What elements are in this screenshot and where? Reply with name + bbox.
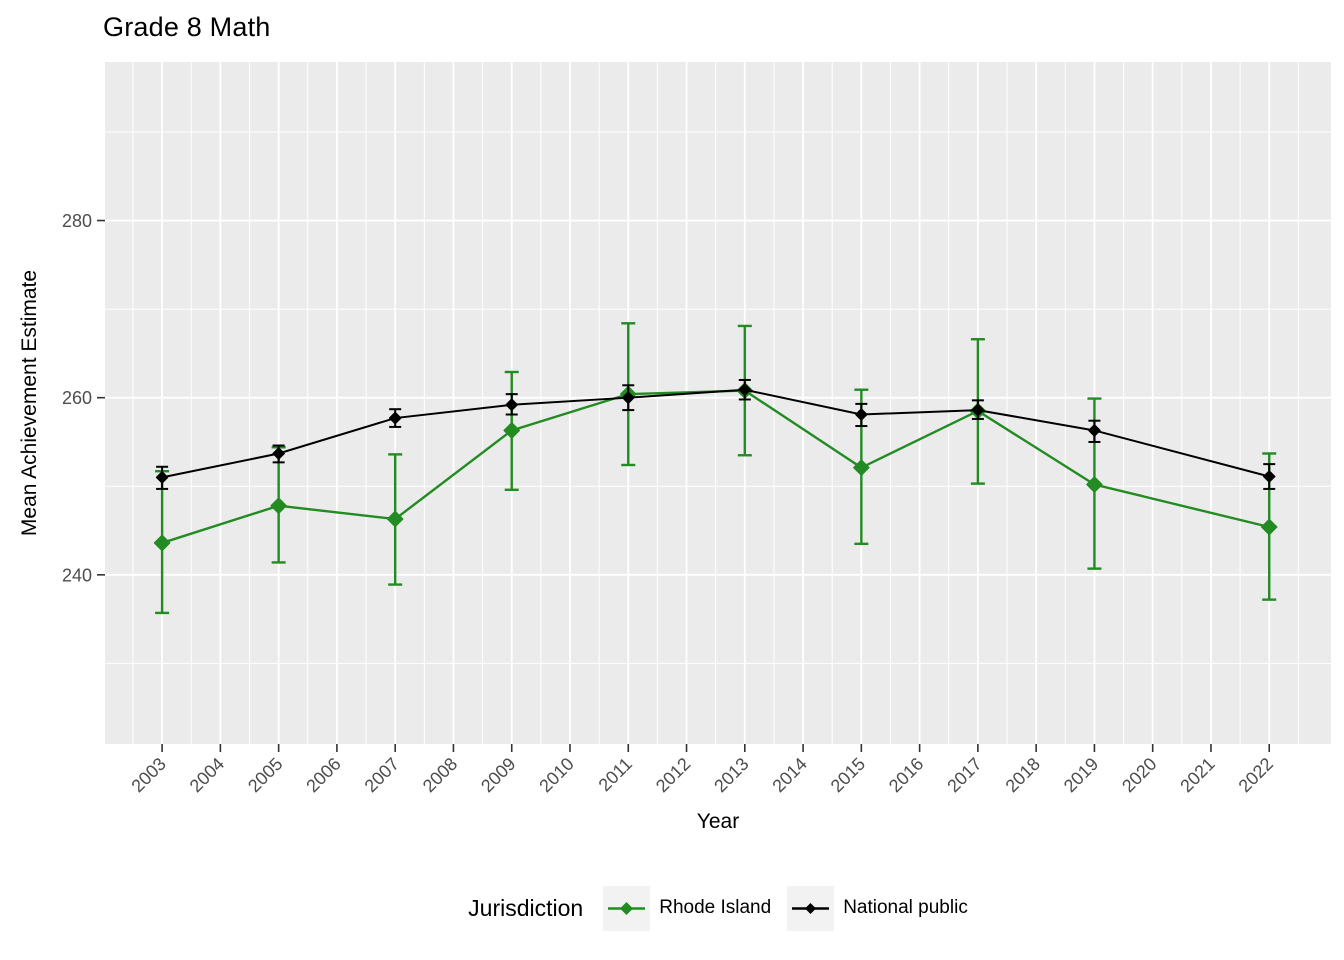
data-point-rhode-island-2015 xyxy=(853,459,870,476)
x-tick-label: 2007 xyxy=(361,754,403,796)
x-tick-label: 2011 xyxy=(595,754,637,796)
data-point-rhode-island-2009 xyxy=(503,422,520,439)
data-point-rhode-island-2005 xyxy=(270,497,287,514)
legend-item-national-public: National public xyxy=(787,885,968,931)
data-point-national-public-2013 xyxy=(738,383,752,396)
x-tick-label: 2018 xyxy=(1002,754,1044,796)
series-line-national-public xyxy=(161,388,1270,479)
legend-key-national-public-icon xyxy=(787,885,835,931)
x-axis-title: Year xyxy=(696,810,740,833)
legend: Jurisdiction Rhode Island National publi… xyxy=(105,882,1331,934)
y-axis-title: Mean Achievement Estimate xyxy=(18,269,41,537)
x-tick-label: 2003 xyxy=(127,754,169,796)
legend-title: Jurisdiction xyxy=(468,894,584,921)
x-tick-label: 2008 xyxy=(419,754,461,796)
x-tick-label: 2013 xyxy=(710,754,752,796)
x-tick-label: 2022 xyxy=(1235,754,1277,796)
data-point-national-public-2017 xyxy=(971,403,985,417)
x-tick-label: 2021 xyxy=(1176,754,1218,796)
data-point-rhode-island-2019 xyxy=(1086,476,1103,493)
y-tick-label: 240 xyxy=(62,565,92,585)
x-tick-label: 2010 xyxy=(535,754,577,796)
legend-key-rhode-island-icon xyxy=(603,885,651,931)
legend-key-marker xyxy=(620,901,634,915)
data-point-rhode-island-2003 xyxy=(153,534,171,552)
data-point-rhode-island-2007 xyxy=(386,510,404,528)
data-point-national-public-2005 xyxy=(272,447,285,460)
x-tick-label: 2012 xyxy=(652,754,694,796)
x-tick-label: 2015 xyxy=(827,754,869,796)
x-tick-label: 2004 xyxy=(186,754,228,796)
x-tick-label: 2020 xyxy=(1118,754,1160,796)
plot-title: Grade 8 Math xyxy=(103,12,271,42)
y-tick-label: 260 xyxy=(62,388,92,408)
y-tick-label: 280 xyxy=(62,211,92,231)
x-tick-label: 2006 xyxy=(302,754,344,796)
legend-key-marker xyxy=(805,902,817,914)
legend-item-rhode-island: Rhode Island xyxy=(603,885,772,931)
x-tick-label: 2016 xyxy=(885,754,927,796)
data-point-rhode-island-2022 xyxy=(1260,518,1278,536)
x-tick-label: 2019 xyxy=(1060,754,1102,796)
data-point-national-public-2015 xyxy=(855,408,868,421)
legend-label-national-public: National public xyxy=(843,897,968,918)
data-point-national-public-2022 xyxy=(1262,470,1276,483)
data-point-national-public-2011 xyxy=(622,391,635,404)
x-tick-label: 2005 xyxy=(244,754,286,796)
data-point-national-public-2009 xyxy=(505,398,518,412)
panel-background xyxy=(105,62,1331,744)
data-point-national-public-2019 xyxy=(1088,424,1101,437)
x-tick-label: 2009 xyxy=(477,754,519,796)
data-point-national-public-2007 xyxy=(388,411,402,425)
data-point-national-public-2003 xyxy=(155,471,169,484)
series-line-rhode-island xyxy=(161,389,1270,545)
x-tick-label: 2014 xyxy=(768,754,810,796)
legend-label-rhode-island: Rhode Island xyxy=(659,897,772,918)
x-tick-label: 2017 xyxy=(943,754,985,796)
